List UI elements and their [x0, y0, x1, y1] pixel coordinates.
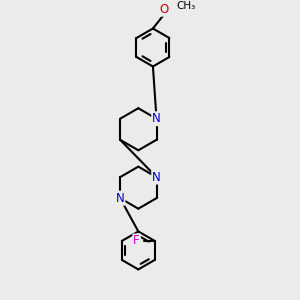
- Text: F: F: [133, 234, 140, 248]
- Text: CH₃: CH₃: [176, 1, 196, 11]
- Text: N: N: [152, 112, 161, 125]
- Text: O: O: [159, 3, 169, 16]
- Text: N: N: [116, 192, 124, 205]
- Text: N: N: [152, 171, 161, 184]
